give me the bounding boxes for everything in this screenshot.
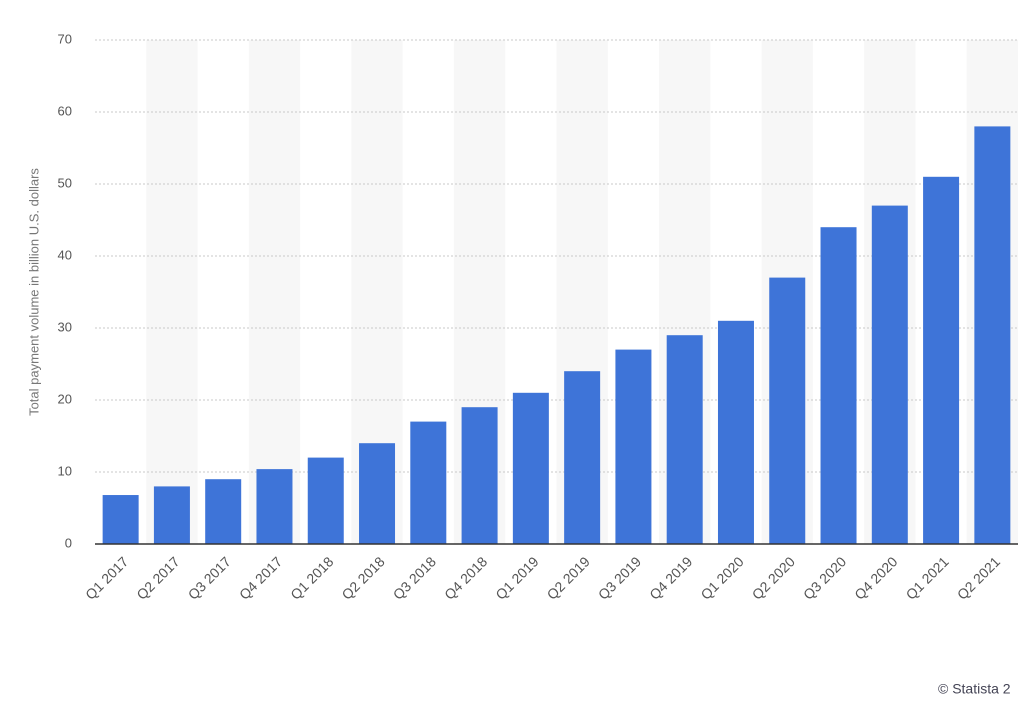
bar <box>153 486 190 544</box>
y-tick-label: 70 <box>58 31 72 46</box>
x-tick-label: Q4 2018 <box>441 553 490 602</box>
x-tick-label: Q3 2019 <box>595 553 644 602</box>
x-tick-label: Q4 2020 <box>851 553 900 602</box>
bar <box>974 126 1011 545</box>
y-tick-label: 30 <box>58 319 72 334</box>
y-tick-label: 60 <box>58 103 72 118</box>
x-tick-label: Q3 2020 <box>800 553 849 602</box>
x-tick-label: Q2 2020 <box>749 553 798 602</box>
x-tick-label: Q1 2019 <box>492 553 541 602</box>
y-tick-label: 0 <box>65 535 72 550</box>
bar <box>102 495 139 544</box>
x-tick-label: Q4 2019 <box>646 553 695 602</box>
bar <box>205 479 242 544</box>
bar <box>769 277 806 544</box>
x-tick-label: Q3 2017 <box>185 553 234 602</box>
x-tick-label: Q4 2017 <box>236 553 285 602</box>
y-tick-label: 50 <box>58 175 72 190</box>
y-tick-label: 10 <box>58 463 72 478</box>
x-tick-label: Q2 2018 <box>338 553 387 602</box>
x-tick-label: Q1 2018 <box>287 553 336 602</box>
source-credit: © Statista 2 <box>938 681 1011 697</box>
x-tick-label: Q1 2017 <box>82 553 131 602</box>
bar <box>512 392 549 544</box>
x-tick-label: Q2 2021 <box>954 553 1003 602</box>
x-tick-label: Q2 2019 <box>544 553 593 602</box>
bar <box>820 227 857 544</box>
bar <box>307 457 344 544</box>
x-tick-label: Q1 2020 <box>697 553 746 602</box>
bar <box>666 335 703 544</box>
x-tick-label: Q3 2018 <box>390 553 439 602</box>
y-axis-label: Total payment volume in billion U.S. dol… <box>26 168 41 416</box>
bar <box>717 320 754 544</box>
y-tick-label: 40 <box>58 247 72 262</box>
bar <box>871 205 908 544</box>
bar <box>410 421 447 544</box>
bar <box>923 176 960 545</box>
y-tick-label: 20 <box>58 391 72 406</box>
bar <box>461 407 498 544</box>
bar <box>359 443 396 544</box>
x-tick-label: Q2 2017 <box>133 553 182 602</box>
x-tick-label: Q1 2021 <box>903 553 952 602</box>
bar <box>564 371 601 544</box>
band-shade <box>146 40 198 544</box>
bar <box>615 349 652 544</box>
bar <box>256 469 293 544</box>
band-shade <box>248 40 301 544</box>
